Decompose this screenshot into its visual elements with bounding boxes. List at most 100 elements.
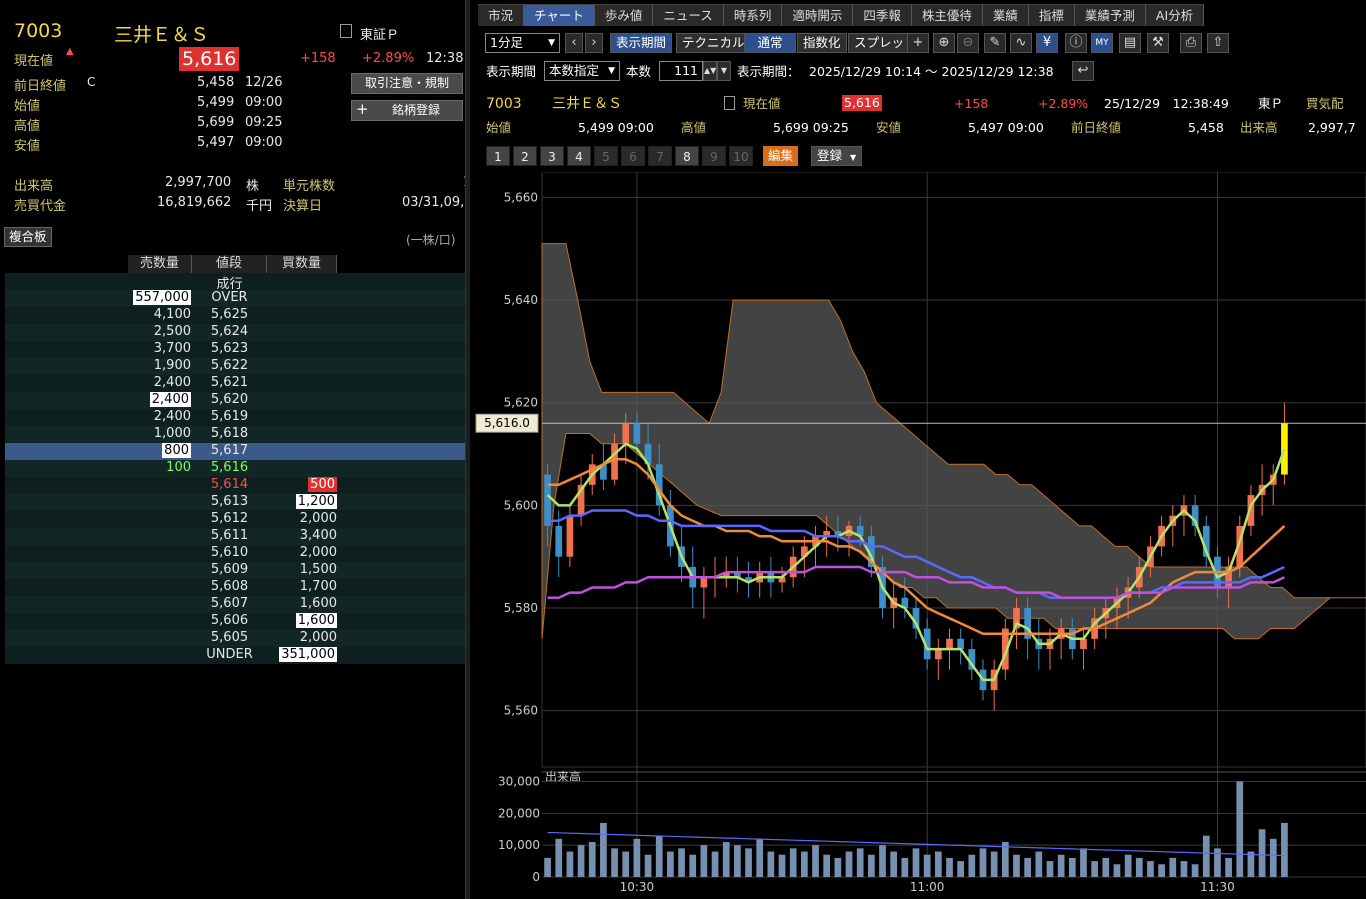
order-book-row[interactable]: 5,610 2,000 [5,545,465,562]
book-price[interactable]: 5,619 [210,409,249,424]
buy-qty[interactable]: 500 [308,477,337,492]
order-book-row[interactable]: UNDER 351,000 [5,647,465,664]
tab-10[interactable]: 業績予測 [1074,4,1146,26]
sell-qty[interactable]: 2,400 [153,409,191,424]
book-price[interactable]: 5,622 [210,358,249,373]
export-icon[interactable]: ⇧ [1207,33,1229,53]
trade-caution-button[interactable]: 取引注意・規制 [351,73,463,94]
print-icon[interactable]: ⎙ [1180,33,1202,53]
book-price[interactable]: 5,607 [210,596,249,611]
book-price[interactable]: 5,613 [210,494,249,509]
order-book-row[interactable]: 4,100 5,625 [5,307,465,324]
order-book-row[interactable]: 5,605 2,000 [5,630,465,647]
interval-select[interactable]: 1分足 ▼ [485,33,560,53]
return-icon[interactable]: ↩ [1072,61,1094,81]
order-book-row[interactable]: 2,400 5,620 [5,392,465,409]
normal-button[interactable]: 通常 [744,33,796,53]
sheet-button-5[interactable]: 5 [594,146,618,166]
order-book-row[interactable]: 800 5,617 [5,443,465,460]
tab-7[interactable]: 株主優待 [911,4,983,26]
price-chart[interactable]: 5,560 5,580 5,600 5,620 5,640 5,660 10:30 11:00… [470,172,1366,899]
order-book-row[interactable]: 5,609 1,500 [5,562,465,579]
buy-qty[interactable]: 1,600 [299,596,337,611]
book-price[interactable]: 5,625 [210,307,249,322]
doc-icon[interactable] [340,24,352,38]
tab-3[interactable]: ニュース [653,4,724,26]
bar-style-icon[interactable]: ▤ [1119,33,1141,53]
buy-qty[interactable]: 2,000 [299,511,337,526]
book-price[interactable]: 5,605 [210,630,249,645]
tab-6[interactable]: 四季報 [853,4,912,26]
register-stock-button[interactable]: + 銘柄登録 [351,100,463,121]
register-dropdown[interactable]: 登録 ▼ [811,146,863,166]
next-arrow-icon[interactable]: › [585,33,603,53]
order-book-row[interactable]: 5,606 1,600 [5,613,465,630]
buy-qty[interactable]: 1,700 [299,579,337,594]
sheet-button-4[interactable]: 4 [567,146,591,166]
sell-qty[interactable]: 2,400 [153,375,191,390]
book-price[interactable]: 5,614 [210,477,249,492]
buy-qty[interactable]: 2,000 [299,630,337,645]
book-price[interactable]: 5,609 [210,562,249,577]
composite-board-button[interactable]: 複合板 [4,227,52,247]
sheet-button-7[interactable]: 7 [648,146,672,166]
sheet-button-6[interactable]: 6 [621,146,645,166]
info-icon[interactable]: ⓘ [1065,33,1087,53]
buy-qty[interactable]: 351,000 [279,647,337,662]
order-book-row[interactable]: 3,700 5,623 [5,341,465,358]
book-price[interactable]: 5,617 [210,443,249,458]
order-book-row[interactable]: 2,400 5,621 [5,375,465,392]
index-button[interactable]: 指数化 [797,33,847,53]
doc-icon[interactable] [724,96,735,110]
my-indicator-icon[interactable]: MY [1091,33,1113,53]
book-price[interactable]: 5,623 [210,341,249,356]
book-price[interactable]: 5,624 [210,324,249,339]
order-book-row[interactable]: 1,000 5,618 [5,426,465,443]
sell-qty[interactable]: 800 [162,443,191,458]
book-price[interactable]: 成行 [216,277,243,292]
yen-icon[interactable]: ¥ [1036,33,1058,53]
line-tool-icon[interactable]: ∿ [1010,33,1032,53]
sell-qty[interactable]: 557,000 [133,290,191,305]
sell-qty[interactable]: 100 [166,460,191,475]
order-book-row[interactable]: 100 5,616 [5,460,465,477]
book-price[interactable]: 5,606 [210,613,249,628]
book-price[interactable]: 5,621 [210,375,249,390]
stepper-icon[interactable]: ▲▼ [703,61,717,81]
sheet-button-1[interactable]: 1 [486,146,510,166]
book-price[interactable]: 5,611 [210,528,249,543]
order-book-row[interactable]: 557,000 OVER [5,290,465,307]
sell-qty[interactable]: 2,400 [149,392,191,407]
prev-arrow-icon[interactable]: ‹ [565,33,583,53]
period-button[interactable]: 表示期間 [610,33,673,53]
count-input[interactable]: 111 [659,61,703,81]
book-price[interactable]: 5,618 [210,426,249,441]
book-price[interactable]: 5,608 [210,579,249,594]
book-price[interactable]: 5,612 [210,511,249,526]
technical-button[interactable]: テクニカル [676,33,751,53]
zoom-out-icon[interactable]: ⊖ [957,33,979,53]
edit-button[interactable]: 編集 [763,146,799,166]
book-price[interactable]: 5,616 [210,460,249,475]
order-book-row[interactable]: 5,612 2,000 [5,511,465,528]
buy-qty[interactable]: 1,200 [295,494,337,509]
book-price[interactable]: 5,610 [210,545,249,560]
dropdown-arrow-icon[interactable]: ▼ [717,61,731,81]
book-price[interactable]: OVER [211,290,248,305]
sell-qty[interactable]: 4,100 [153,307,191,322]
pencil-icon[interactable]: ✎ [984,33,1006,53]
panel-splitter[interactable] [465,0,470,899]
order-book-row[interactable]: 5,611 3,400 [5,528,465,545]
order-book-row[interactable]: 成行 [5,273,465,292]
tab-11[interactable]: AI分析 [1145,4,1205,26]
sell-qty[interactable]: 1,900 [153,358,191,373]
tab-0[interactable]: 市況 [478,4,525,26]
buy-qty[interactable]: 1,500 [299,562,337,577]
buy-qty[interactable]: 1,600 [295,613,337,628]
sheet-button-9[interactable]: 9 [702,146,726,166]
book-price[interactable]: UNDER [206,647,253,662]
tab-9[interactable]: 指標 [1028,4,1075,26]
sheet-button-10[interactable]: 10 [729,146,753,166]
tab-5[interactable]: 適時開示 [782,4,854,26]
buy-qty[interactable]: 2,000 [299,545,337,560]
